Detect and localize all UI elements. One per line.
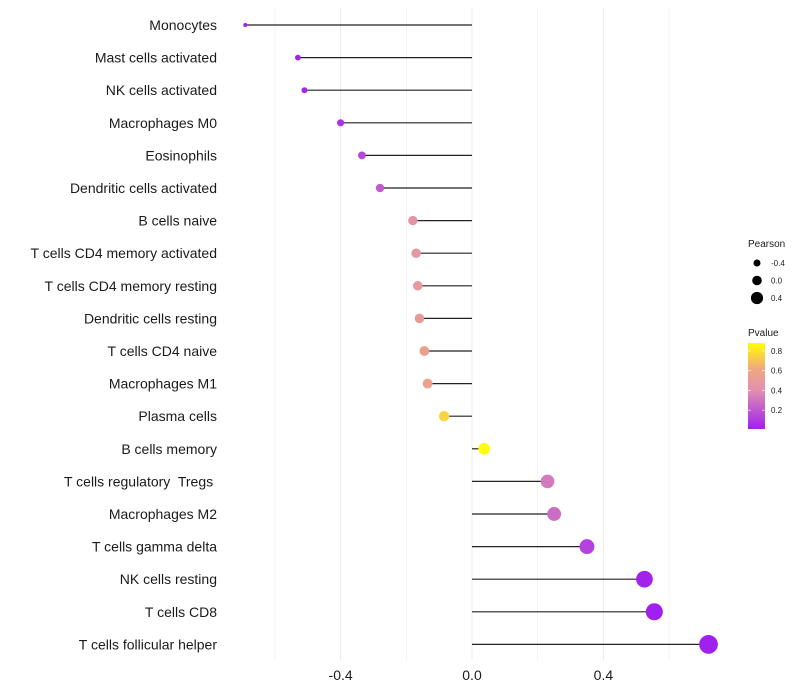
y-axis-label: Macrophages M0: [109, 115, 217, 131]
y-axis-label: T cells regulatory Tregs: [64, 473, 217, 489]
point: [243, 22, 248, 28]
legend-pvalue: Pvalue 0.2 0.4 0.6 0.8: [748, 328, 783, 429]
legend-size-label: 0.4: [771, 294, 783, 303]
legend-size-dot: [753, 259, 761, 267]
point: [540, 474, 555, 489]
colorbar-label: 0.2: [771, 406, 783, 415]
y-axis-label: Mast cells activated: [95, 50, 217, 66]
legend-pvalue-title: Pvalue: [748, 328, 779, 339]
point: [438, 411, 450, 422]
x-axis-ticks: -0.4 0.0 0.4: [329, 667, 614, 683]
y-axis-labels: Monocytes Mast cells activated NK cells ac…: [31, 17, 218, 652]
point: [413, 281, 423, 291]
points: [243, 22, 718, 654]
legend-pearson-title: Pearson: [748, 239, 785, 250]
y-axis-label: T cells CD8: [145, 604, 217, 620]
y-axis-label: Eosinophils: [145, 147, 217, 163]
y-axis-label: T cells gamma delta: [92, 539, 217, 555]
colorbar-label: 0.6: [771, 367, 783, 376]
point: [422, 378, 433, 389]
y-axis-label: NK cells activated: [106, 82, 217, 98]
y-axis-label: T cells CD4 naive: [108, 343, 218, 359]
x-tick-label: -0.4: [329, 667, 353, 683]
legend-size-label: 0.0: [771, 277, 783, 286]
point: [295, 54, 301, 61]
legend-pearson: Pearson -0.4 0.0 0.4: [748, 239, 785, 305]
legend-size-dot: [750, 291, 764, 305]
point: [579, 539, 595, 555]
point: [478, 442, 490, 455]
point: [419, 346, 430, 356]
y-axis-label: T cells CD4 memory activated: [31, 245, 217, 261]
legend-size-dot: [752, 275, 762, 286]
colorbar-label: 0.8: [771, 347, 783, 356]
y-axis-label: NK cells resting: [120, 571, 217, 587]
y-axis-label: Macrophages M1: [109, 376, 217, 392]
y-axis-label: B cells naive: [138, 213, 217, 229]
legend-size-label: -0.4: [771, 259, 785, 268]
stems: [245, 24, 709, 646]
y-axis-label: Macrophages M2: [109, 506, 217, 522]
y-axis-label: T cells follicular helper: [79, 636, 218, 652]
y-axis-label: Dendritic cells activated: [70, 180, 217, 196]
y-axis-label: Dendritic cells resting: [84, 310, 217, 326]
point: [358, 151, 366, 160]
gridlines: [274, 8, 670, 660]
point: [337, 119, 345, 127]
colorbar-label: 0.4: [771, 386, 783, 395]
point: [301, 87, 308, 94]
point: [636, 570, 653, 588]
y-axis-label: B cells memory: [121, 441, 217, 457]
y-axis-label: Monocytes: [149, 17, 217, 33]
point: [547, 507, 562, 521]
point: [414, 313, 425, 324]
point: [411, 248, 421, 258]
point: [645, 603, 663, 621]
point: [408, 215, 418, 226]
point: [699, 635, 718, 654]
point: [375, 183, 385, 193]
pvalue-colorbar: [748, 343, 765, 429]
x-tick-label: 0.0: [462, 667, 482, 683]
y-axis-label: Plasma cells: [138, 408, 217, 424]
x-tick-label: 0.4: [594, 667, 614, 683]
y-axis-label: T cells CD4 memory resting: [45, 278, 217, 294]
